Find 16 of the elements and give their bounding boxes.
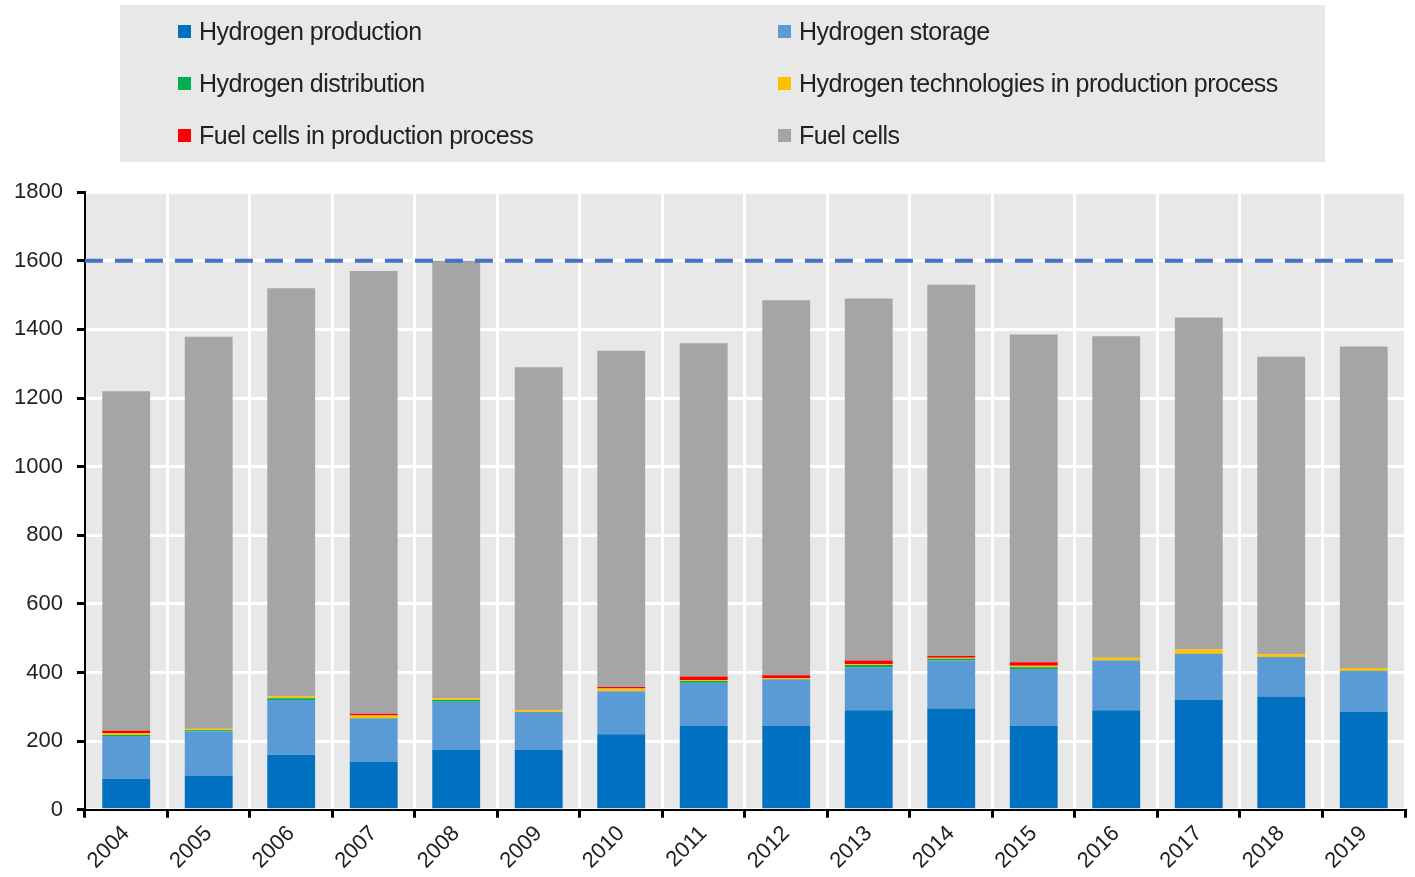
y-tick-label: 0 [50,795,63,821]
y-tick-label: 200 [26,727,63,753]
y-tick-label: 800 [26,521,63,547]
legend-label: Fuel cells in production process [199,121,534,150]
y-tick-label: 1600 [13,246,63,272]
legend-label: Hydrogen storage [799,17,990,46]
y-tick-label: 1200 [13,384,63,410]
y-tick-label: 1000 [13,452,63,478]
y-tick-label: 400 [26,658,63,684]
y-tick-label: 1800 [13,178,63,204]
y-tick-label: 1400 [13,315,63,341]
legend-label: Hydrogen distribution [199,69,425,98]
legend-label: Fuel cells [799,121,900,150]
legend-label: Hydrogen technologies in production process [799,69,1278,98]
y-tick-label: 600 [26,589,63,615]
legend-label: Hydrogen production [199,17,422,46]
